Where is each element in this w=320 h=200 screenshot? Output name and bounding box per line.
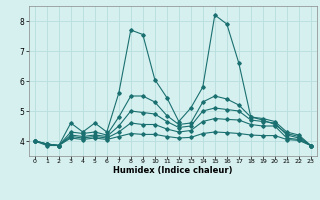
X-axis label: Humidex (Indice chaleur): Humidex (Indice chaleur) xyxy=(113,166,233,175)
